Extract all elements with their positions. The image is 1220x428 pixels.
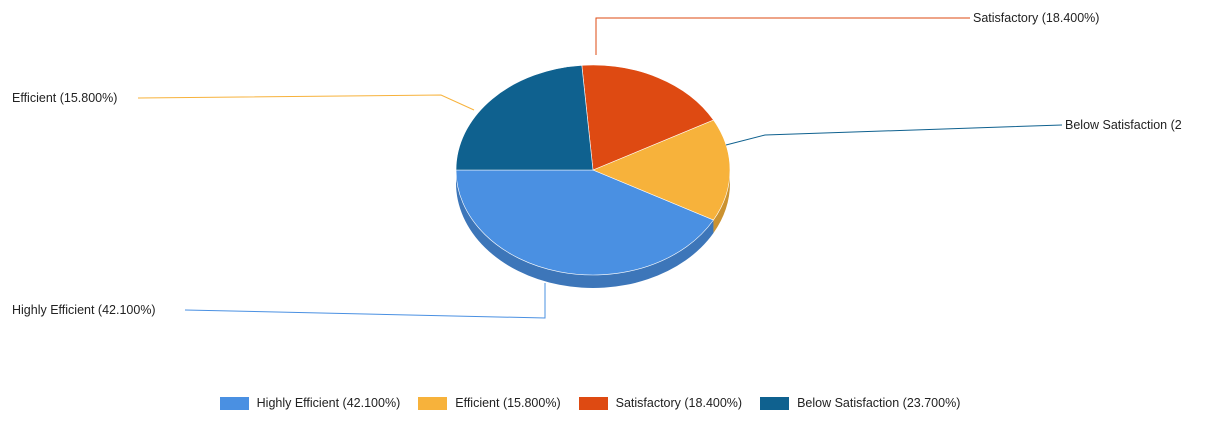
legend-item-highly-efficient: Highly Efficient (42.100%) (219, 396, 401, 410)
callout-label-below-satisfaction: Below Satisfaction (2 (1065, 118, 1182, 132)
legend-swatch-highly-efficient (219, 396, 249, 410)
pie-side-efficient (713, 170, 730, 234)
legend-item-satisfactory: Satisfactory (18.400%) (578, 396, 743, 410)
pie-slice-satisfactory (581, 64, 714, 171)
pie-callouts: Highly Efficient (42.100%) Efficient (15.… (12, 11, 1182, 319)
callout-label-efficient: Efficient (15.800%) (12, 91, 117, 105)
pie-side-walls (456, 170, 730, 288)
pie-slices (455, 64, 731, 276)
callout-line-below-satisfaction (725, 124, 1063, 146)
legend-item-below-satisfaction: Below Satisfaction (23.700%) (760, 396, 960, 410)
callout-label-satisfactory: Satisfactory (18.400%) (973, 11, 1099, 25)
pie-slice-below-satisfaction (455, 65, 594, 171)
legend-swatch-satisfactory (578, 396, 608, 410)
callout-line-efficient (137, 94, 475, 111)
pie-slice-efficient (592, 119, 731, 221)
legend-label-efficient: Efficient (15.800%) (455, 396, 561, 410)
pie-slice-highly-efficient (455, 169, 714, 276)
legend-swatch-below-satisfaction (760, 396, 790, 410)
legend-label-satisfactory: Satisfactory (18.400%) (615, 396, 743, 410)
legend-item-efficient: Efficient (15.800%) (418, 396, 561, 410)
chart-legend: Highly Efficient (42.100%) Efficient (15… (0, 396, 1180, 410)
callout-line-satisfactory (595, 17, 970, 55)
callout-line-highly-efficient (184, 283, 546, 319)
legend-label-highly-efficient: Highly Efficient (42.100%) (256, 396, 401, 410)
legend-label-below-satisfaction: Below Satisfaction (23.700%) (797, 396, 961, 410)
callout-label-highly-efficient: Highly Efficient (42.100%) (12, 303, 156, 317)
legend-swatch-efficient (418, 396, 448, 410)
